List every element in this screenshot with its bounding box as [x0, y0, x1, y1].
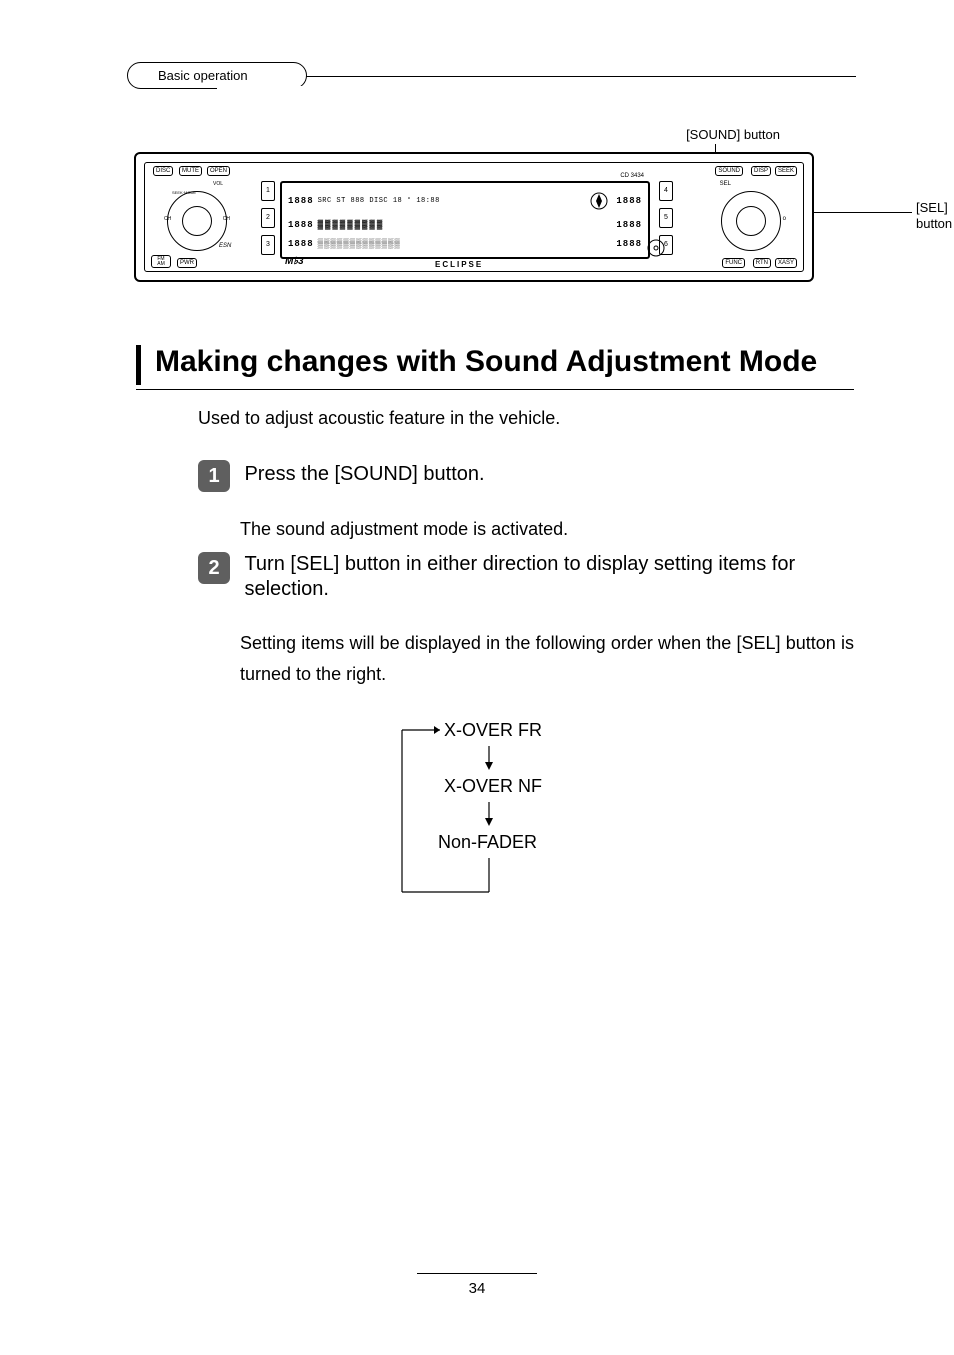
- presets-left: 1 2 3: [261, 181, 275, 255]
- step-2-title: Turn [SEL] button in either direction to…: [244, 552, 834, 602]
- faceplate-inner: DISC MUTE OPEN VOL CH CH SEEK·MODE ESN F…: [144, 162, 804, 272]
- heading-underline: [136, 389, 854, 390]
- ch-label-right: CH: [223, 216, 230, 222]
- device-illustration: [SOUND] button DISC MUTE OPEN VOL CH CH …: [134, 130, 860, 282]
- knob-dot: o: [783, 216, 786, 222]
- ch-label-left: CH: [164, 216, 171, 222]
- preset-3-icon: 3: [261, 235, 275, 255]
- seg-r3-right: 1888: [616, 239, 642, 249]
- step-1: 1 Press the [SOUND] button.: [198, 460, 854, 492]
- flow-item-1: X-OVER FR: [444, 720, 542, 741]
- seg-r2-left: 1888: [288, 220, 314, 230]
- seg-r1-mid: SRC ST 888 DISC 18 ° 18:88: [318, 197, 583, 205]
- seg-r3-left: 1888: [288, 239, 314, 249]
- step-1-title: Press the [SOUND] button.: [244, 460, 834, 488]
- sel-leader-line: [814, 212, 912, 213]
- compass-icon: [586, 191, 612, 211]
- flow-diagram: X-OVER FR X-OVER NF Non-FADER: [394, 720, 584, 896]
- disc-button-icon: DISC: [153, 166, 173, 176]
- preset-2-icon: 2: [261, 208, 275, 228]
- flow-item-2: X-OVER NF: [444, 776, 542, 797]
- sound-button-callout: [SOUND] button: [686, 127, 780, 142]
- preset-1-icon: 1: [261, 181, 275, 201]
- intro-text: Used to adjust acoustic feature in the v…: [198, 408, 560, 429]
- top-rule: [260, 76, 856, 77]
- disc-icon: [647, 239, 665, 257]
- step-1-body: The sound adjustment mode is activated.: [240, 514, 854, 545]
- page-number: 34: [0, 1273, 954, 1297]
- heading-text: Making changes with Sound Adjustment Mod…: [136, 345, 854, 385]
- seg-r1-left: 1888: [288, 196, 314, 206]
- sel-knob-icon: o: [721, 191, 781, 251]
- screen-row-2: 1888 ▓▓▓▓▓▓▓▓▓ 1888: [288, 220, 642, 230]
- esn-label: ESN: [219, 243, 231, 249]
- fm-am-button-icon: FMAM: [151, 255, 171, 268]
- seek-mode-label: SEEK·MODE: [172, 190, 196, 195]
- volume-knob-icon: CH CH SEEK·MODE: [167, 191, 227, 251]
- sound-button-icon: SOUND: [715, 166, 743, 176]
- step-1-badge: 1: [198, 460, 230, 492]
- screen-row-1: 1888 SRC ST 888 DISC 18 ° 18:88 1888: [288, 191, 642, 211]
- flow-item-3: Non-FADER: [438, 832, 537, 853]
- cd-model-label: CD 3434: [620, 173, 644, 179]
- lcd-screen: CD 3434 1888 SRC ST 888 DISC 18 ° 18:88 …: [280, 181, 650, 259]
- rtn-button-icon: RTN: [753, 258, 771, 268]
- seek-button-icon: SEEK: [775, 166, 797, 176]
- screen-row-3: 1888 ▒▒▒▒▒▒▒▒▒▒▒▒▒ 1888: [288, 239, 642, 249]
- sel-button-callout: [SEL]button: [916, 200, 952, 231]
- tab-label: Basic operation: [158, 68, 248, 83]
- seg-r1-right: 1888: [616, 196, 642, 206]
- sel-label-text: SEL: [720, 181, 731, 187]
- eclipse-logo: ECLIPSE: [435, 260, 483, 269]
- power-button-icon: PWR: [177, 258, 197, 268]
- xasy-button-icon: XASY: [775, 258, 797, 268]
- main-heading: Making changes with Sound Adjustment Mod…: [136, 345, 854, 390]
- step-2-badge: 2: [198, 552, 230, 584]
- preset-5-icon: 5: [659, 208, 673, 228]
- stereo-faceplate: DISC MUTE OPEN VOL CH CH SEEK·MODE ESN F…: [134, 152, 814, 282]
- step-2-body: Setting items will be displayed in the f…: [240, 628, 854, 689]
- open-button-icon: OPEN: [207, 166, 230, 176]
- mp3-logo: M♭3: [285, 256, 304, 267]
- preset-4-icon: 4: [659, 181, 673, 201]
- mute-button-icon: MUTE: [179, 166, 202, 176]
- seg-r2-right: 1888: [616, 220, 642, 230]
- disp-button-icon: DISP: [751, 166, 771, 176]
- flow-arrows-icon: [394, 720, 584, 896]
- section-tab: Basic operation: [127, 62, 307, 89]
- func-button-icon: FUNC: [722, 258, 745, 268]
- step-2: 2 Turn [SEL] button in either direction …: [198, 552, 854, 602]
- vol-label: VOL: [213, 181, 223, 187]
